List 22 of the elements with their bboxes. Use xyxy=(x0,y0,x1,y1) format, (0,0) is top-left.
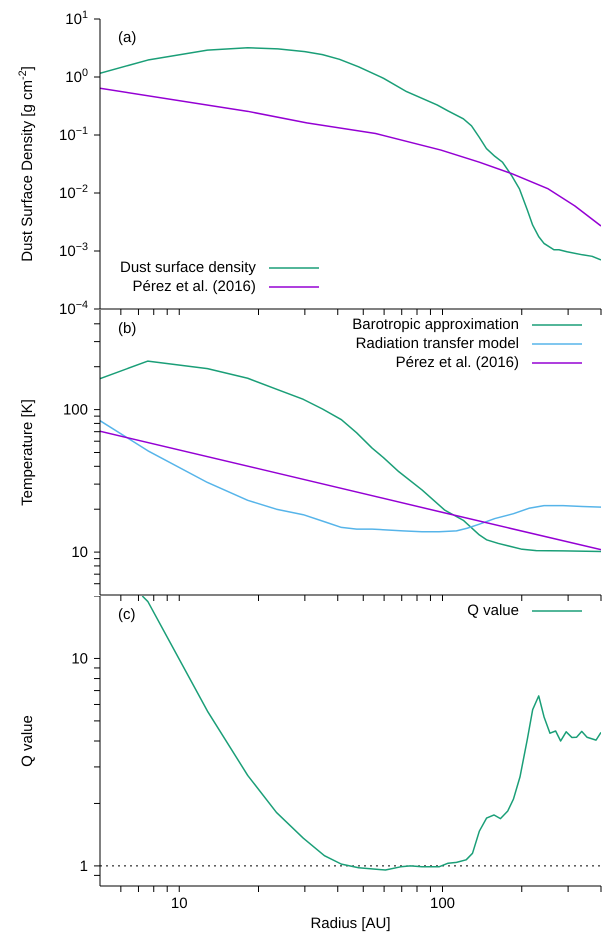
y-tick-label: 1 xyxy=(80,858,88,875)
legend-label: Dust surface density xyxy=(120,259,256,276)
y-axis-title: Temperature [K] xyxy=(19,399,36,506)
y-axis-title: Q value xyxy=(19,715,36,767)
annotation: (c) xyxy=(118,606,136,623)
annotation: (a) xyxy=(118,29,136,46)
y-tick-label: 10$^{1}$ xyxy=(65,9,88,28)
y-tick-label: 10$^{−1}$ xyxy=(59,125,88,144)
y-tick-label: 10$^{−4}$ xyxy=(59,299,88,318)
y-tick-label: 10 xyxy=(71,650,88,668)
legend-label: Pérez et al. (2016) xyxy=(132,278,256,295)
legend-label: Pérez et al. (2016) xyxy=(396,354,519,371)
legend-label: Barotropic approximation xyxy=(352,316,519,333)
y-tick-label: 10$^{−2}$ xyxy=(59,183,88,202)
annotation: (b) xyxy=(118,320,136,337)
y-tick-label: 100 xyxy=(62,402,88,419)
legend-label: Radiation transfer model xyxy=(356,335,519,352)
y-tick-label: 10$^{−3}$ xyxy=(59,241,88,260)
y-tick-label: 10 xyxy=(71,544,88,562)
legend-label: Q value xyxy=(467,602,519,619)
x-axis-title: Radius [AU] xyxy=(310,915,391,932)
y-tick-label: 10$^{0}$ xyxy=(65,67,88,86)
